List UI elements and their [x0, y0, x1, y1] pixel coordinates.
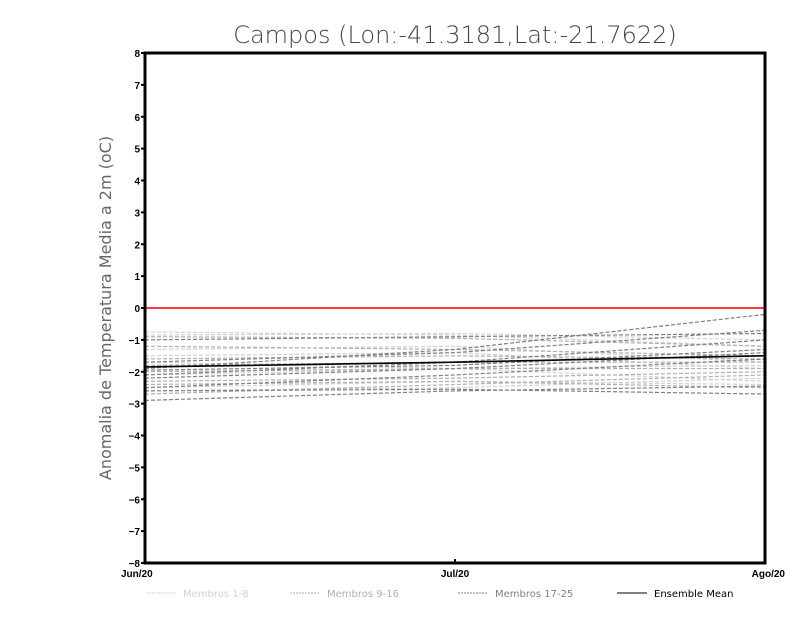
legend-label: Ensemble Mean — [654, 589, 733, 600]
member-line-3-1 — [144, 332, 766, 341]
y-tick-label: 1 — [134, 272, 140, 283]
y-tick-label: 4 — [134, 177, 140, 188]
y-tick-label: 7 — [134, 81, 140, 92]
member-line-1-5 — [144, 364, 766, 376]
member-line-2-8 — [144, 380, 766, 389]
y-tick-label: −6 — [129, 495, 141, 506]
member-line-1-1 — [144, 331, 766, 347]
member-line-3-8 — [144, 388, 766, 395]
member-line-2-1 — [144, 336, 766, 347]
y-tick-label: −7 — [129, 527, 141, 538]
member-line-2-2 — [144, 345, 766, 357]
member-line-3-6 — [144, 358, 766, 389]
member-line-3-7 — [144, 385, 766, 402]
y-tick-label: −4 — [129, 432, 141, 443]
legend-label: Membros 1-8 — [183, 589, 249, 600]
y-tick-label: 0 — [134, 304, 140, 315]
y-axis-label: Anomalia de Temperatura Media a 2m (oC) — [96, 136, 115, 480]
y-tick-label: 8 — [134, 49, 140, 60]
legend-label: Membros 9-16 — [327, 589, 399, 600]
y-tick-label: −2 — [129, 368, 141, 379]
member-line-3-3 — [144, 329, 766, 363]
y-tick-label: 3 — [134, 208, 140, 219]
legend-label: Membros 17-25 — [495, 589, 573, 600]
chart-title: Campos (Lon:-41.3181,Lat:-21.7622) — [233, 21, 677, 49]
x-tick-label: Ago/20 — [752, 569, 786, 580]
member-line-3-4 — [144, 339, 766, 376]
member-line-1-7 — [144, 352, 766, 370]
y-tick-label: −3 — [129, 400, 141, 411]
member-line-2-5 — [144, 371, 766, 382]
ensemble-mean-line — [144, 355, 766, 368]
x-tick-label: Jun/20 — [121, 569, 153, 580]
y-tick-label: 5 — [134, 145, 140, 156]
y-tick-label: −1 — [129, 336, 141, 347]
member-line-2-6 — [144, 374, 766, 395]
member-line-1-3 — [144, 345, 766, 363]
y-tick-label: −8 — [129, 559, 141, 570]
y-tick-label: 2 — [134, 240, 140, 251]
member-line-3-9 — [144, 348, 766, 371]
x-tick-label: Jul/20 — [441, 569, 470, 580]
y-tick-label: 6 — [134, 113, 140, 124]
member-line-2-7 — [144, 361, 765, 366]
member-line-3-2 — [144, 313, 766, 370]
y-tick-label: −5 — [129, 463, 141, 474]
member-line-1-6 — [144, 380, 766, 389]
